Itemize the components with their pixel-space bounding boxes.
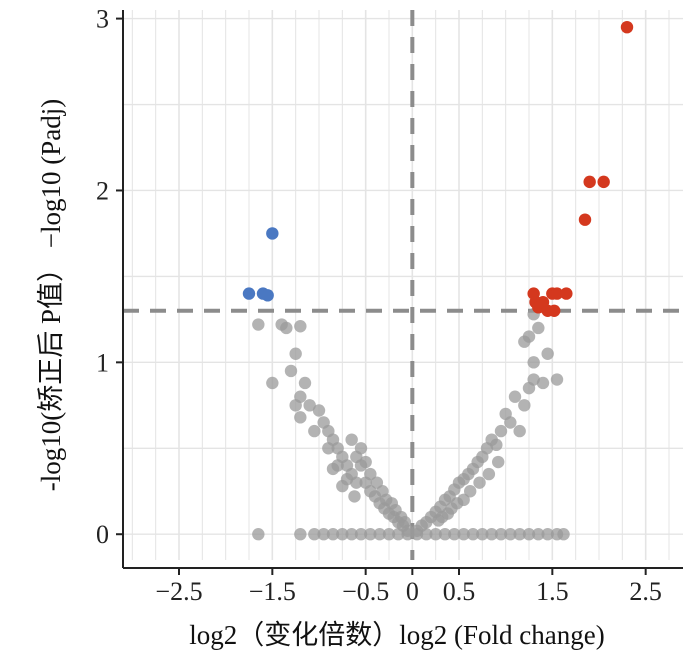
point-not-significant bbox=[482, 467, 496, 481]
y-tick-label: 0 bbox=[96, 520, 109, 549]
point-not-significant bbox=[382, 528, 396, 541]
point-not-significant bbox=[317, 528, 330, 541]
point-upregulated bbox=[548, 304, 561, 317]
point-not-significant bbox=[522, 528, 536, 541]
point-not-significant bbox=[294, 528, 307, 541]
point-not-significant bbox=[513, 424, 526, 438]
point-not-significant bbox=[336, 479, 349, 493]
y-tick-label: 3 bbox=[96, 5, 109, 34]
x-tick-label: −0.5 bbox=[342, 577, 389, 606]
tick-labels: −2.5 −1.5 −0.5 0 0.5 1.5 2.5 0 1 2 3 bbox=[96, 5, 662, 606]
point-not-significant bbox=[532, 321, 545, 335]
point-not-significant bbox=[432, 514, 445, 527]
grid-layer bbox=[123, 10, 683, 560]
point-upregulated bbox=[597, 175, 610, 189]
point-upregulated bbox=[550, 287, 564, 300]
point-not-significant bbox=[289, 347, 302, 360]
point-not-significant bbox=[308, 424, 321, 438]
point-upregulated bbox=[560, 287, 573, 300]
x-axis-title: log2（变化倍数）log2 (Fold change) bbox=[189, 620, 604, 650]
x-tick-label: 2.5 bbox=[629, 577, 662, 606]
point-not-significant bbox=[303, 399, 316, 412]
point-not-significant bbox=[294, 411, 307, 424]
point-not-significant bbox=[345, 528, 358, 541]
point-not-significant bbox=[494, 424, 508, 438]
point-not-significant bbox=[348, 490, 361, 503]
point-not-significant bbox=[410, 524, 424, 537]
point-not-significant bbox=[504, 528, 517, 541]
y-axis-title: -log10(矫正后 P值） −log10 (Padj) bbox=[36, 99, 66, 491]
x-tick-label: −2.5 bbox=[155, 577, 202, 606]
point-not-significant bbox=[527, 356, 540, 369]
point-not-significant bbox=[298, 376, 312, 390]
point-not-significant bbox=[289, 399, 302, 412]
point-not-significant bbox=[536, 376, 550, 390]
point-not-significant bbox=[492, 455, 505, 469]
point-upregulated bbox=[620, 20, 634, 34]
point-not-significant bbox=[326, 528, 340, 541]
y-tick-label: 2 bbox=[96, 176, 109, 205]
point-not-significant bbox=[345, 433, 358, 446]
point-not-significant bbox=[308, 528, 321, 541]
threshold-lines bbox=[123, 10, 683, 560]
point-not-significant bbox=[322, 442, 335, 455]
point-not-significant bbox=[557, 528, 570, 541]
point-not-significant bbox=[280, 321, 293, 335]
point-not-significant bbox=[476, 528, 489, 541]
point-not-significant bbox=[266, 376, 279, 390]
point-not-significant bbox=[284, 364, 298, 378]
point-not-significant bbox=[252, 528, 265, 541]
point-not-significant bbox=[326, 462, 340, 476]
point-not-significant bbox=[294, 320, 307, 333]
axes bbox=[116, 10, 683, 575]
point-not-significant bbox=[508, 390, 522, 403]
x-tick-label: 0.5 bbox=[443, 577, 476, 606]
point-upregulated bbox=[578, 213, 592, 226]
point-not-significant bbox=[504, 416, 517, 429]
point-not-significant bbox=[373, 528, 386, 541]
point-not-significant bbox=[429, 528, 442, 541]
point-downregulated bbox=[266, 227, 279, 240]
point-not-significant bbox=[464, 485, 477, 498]
point-not-significant bbox=[518, 335, 531, 348]
point-not-significant bbox=[550, 373, 564, 386]
point-not-significant bbox=[518, 399, 531, 412]
point-not-significant bbox=[312, 404, 326, 417]
point-upregulated bbox=[583, 175, 596, 189]
point-not-significant bbox=[438, 528, 452, 541]
point-not-significant bbox=[485, 528, 498, 541]
point-not-significant bbox=[494, 528, 508, 541]
data-points bbox=[242, 20, 634, 541]
point-not-significant bbox=[541, 347, 554, 360]
point-not-significant bbox=[350, 476, 363, 489]
point-not-significant bbox=[364, 467, 377, 481]
point-not-significant bbox=[513, 528, 526, 541]
point-not-significant bbox=[359, 455, 372, 469]
point-not-significant bbox=[473, 476, 486, 489]
point-not-significant bbox=[532, 528, 545, 541]
point-not-significant bbox=[354, 528, 368, 541]
point-not-significant bbox=[541, 528, 554, 541]
x-tick-label: −1.5 bbox=[249, 577, 296, 606]
y-tick-label: 1 bbox=[96, 348, 109, 377]
point-not-significant bbox=[354, 442, 368, 455]
point-not-significant bbox=[466, 528, 480, 541]
point-downregulated bbox=[261, 289, 274, 302]
point-downregulated bbox=[242, 287, 256, 300]
x-tick-label: 1.5 bbox=[536, 577, 569, 606]
x-tick-label: 0 bbox=[406, 577, 419, 606]
point-not-significant bbox=[522, 381, 536, 395]
point-not-significant bbox=[364, 528, 377, 541]
point-not-significant bbox=[398, 515, 412, 529]
point-not-significant bbox=[252, 318, 265, 331]
point-not-significant bbox=[336, 528, 349, 541]
point-not-significant bbox=[457, 528, 470, 541]
point-not-significant bbox=[490, 438, 503, 452]
point-not-significant bbox=[448, 528, 461, 541]
